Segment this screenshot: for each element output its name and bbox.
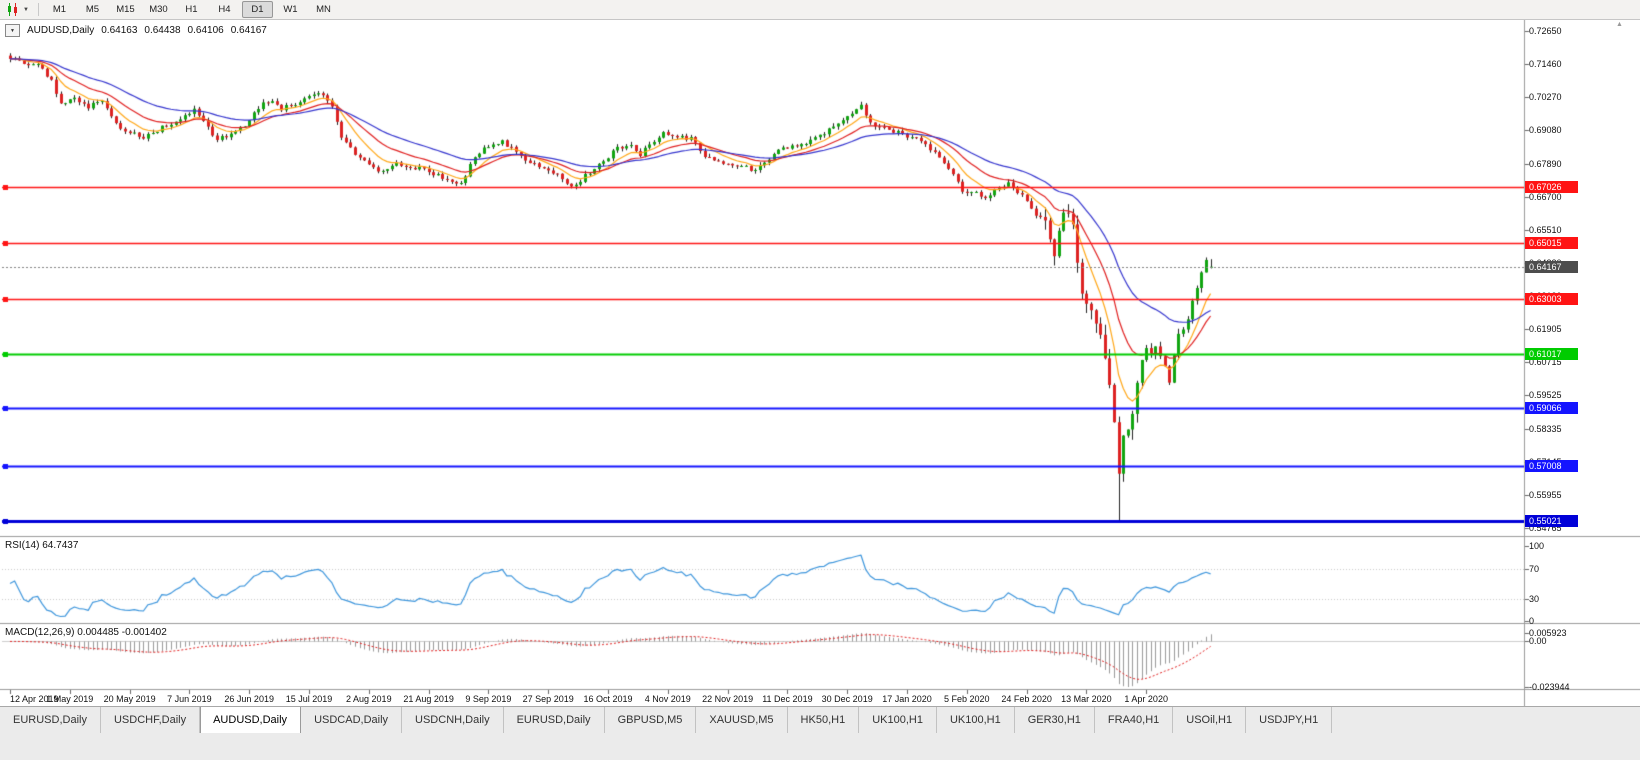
date-axis-label: 24 Feb 2020	[1001, 694, 1052, 704]
chart-tab-uk100-h1[interactable]: UK100,H1	[859, 707, 937, 733]
macd-scale-label: -0.023944	[1529, 682, 1570, 692]
chart-tab-ger30-h1[interactable]: GER30,H1	[1014, 707, 1095, 733]
hline-price-badge: 0.61017	[1525, 348, 1578, 361]
ohlc-low-value: 0.64106	[187, 25, 224, 36]
candlestick-chart-icon[interactable]	[5, 3, 21, 16]
hline-price-badge: 0.65015	[1525, 237, 1578, 250]
chart-tab-usdjpy-h1[interactable]: USDJPY,H1	[1246, 707, 1333, 733]
timeframe-button-m30[interactable]: M30	[149, 4, 168, 15]
ohlc-close-value: 0.64167	[230, 25, 267, 36]
date-axis-label: 7 Jun 2019	[167, 694, 212, 704]
date-axis-label: 22 Nov 2019	[702, 694, 754, 704]
timeframe-button-d1[interactable]: D1	[241, 1, 273, 18]
hline-price-badge: 0.63003	[1525, 293, 1578, 306]
timeframe-toolbar: ▼ M1 M5 M15 M30 H1 H4 D1 W1 MN	[0, 0, 1640, 20]
chart-symbol-label: AUDUSD,Daily	[27, 25, 95, 36]
scale-scroll-up-icon[interactable]: ▲	[1616, 21, 1623, 28]
timeframe-button-m15[interactable]: M15	[116, 4, 135, 15]
price-axis-label: 0.69080	[1529, 125, 1562, 136]
chart-tab-bar: EURUSD,Daily USDCHF,Daily AUDUSD,Daily USDC…	[0, 706, 1640, 733]
price-axis-label: 0.65510	[1529, 224, 1562, 235]
timeframe-button-m1[interactable]: M1	[52, 4, 67, 15]
timeframe-button-h1[interactable]: H1	[185, 4, 198, 15]
chart-tab-usoil-h1[interactable]: USOil,H1	[1173, 707, 1247, 733]
date-axis-label: 4 Nov 2019	[644, 694, 691, 704]
date-axis-label: 13 Mar 2020	[1061, 694, 1112, 704]
price-axis-label: 0.70270	[1529, 92, 1562, 103]
date-axis-label: 11 Dec 2019	[762, 694, 813, 704]
chart-tab-usdchf-daily[interactable]: USDCHF,Daily	[100, 707, 201, 733]
price-axis-label: 0.71460	[1529, 59, 1562, 70]
date-axis-label: 26 Jun 2019	[224, 694, 274, 704]
rsi-indicator-label: RSI(14) 64.7437	[5, 540, 79, 551]
rsi-scale-label: 70	[1529, 563, 1540, 574]
price-axis-label: 0.61905	[1529, 324, 1562, 335]
date-axis-label: 30 Dec 2019	[821, 694, 873, 704]
toolbar-separator	[37, 3, 39, 16]
current-price-badge: 0.64167	[1525, 260, 1578, 273]
price-axis-label: 0.58335	[1529, 423, 1562, 434]
chart-tab-audusd-daily[interactable]: AUDUSD,Daily	[200, 707, 302, 733]
macd-scale-label: 0.00	[1529, 636, 1547, 647]
chart-tab-usdcnh-daily[interactable]: USDCNH,Daily	[402, 707, 504, 733]
chart-type-dropdown-icon[interactable]: ▼	[23, 6, 29, 13]
chart-tab-fra40-h1[interactable]: FRA40,H1	[1094, 707, 1174, 733]
timeframe-button-mn[interactable]: MN	[316, 4, 331, 15]
status-strip	[0, 732, 1640, 760]
date-axis-label: 16 Oct 2019	[583, 694, 633, 704]
price-axis-label: 0.72650	[1529, 26, 1562, 36]
date-axis-label: 17 Jan 2020	[882, 694, 932, 704]
date-axis-label: 15 Jul 2019	[285, 694, 333, 704]
date-axis-label: 1 May 2019	[46, 694, 94, 704]
timeframe-buttons: M1 M5 M15 M30 H1 H4 D1 W1 MN	[43, 0, 340, 19]
hline-price-badge: 0.55021	[1525, 514, 1578, 527]
hline-price-badge: 0.57008	[1525, 459, 1578, 472]
date-axis-label: 1 Apr 2020	[1124, 694, 1168, 704]
macd-indicator-label: MACD(12,26,9) 0.004485 -0.001402	[5, 627, 167, 638]
chart-tab-eurusd-daily[interactable]: EURUSD,Daily	[503, 707, 605, 733]
macd-scale-label: 0.005923	[1529, 628, 1567, 638]
timeframe-button-m5[interactable]: M5	[85, 4, 100, 15]
date-axis-label: 20 May 2019	[103, 694, 156, 704]
timeframe-button-h4[interactable]: H4	[218, 4, 231, 15]
chart-info-line: ▼ AUDUSD,Daily 0.64163 0.64438 0.64106 0…	[5, 24, 267, 37]
date-axis-label: 12 Apr 2019	[10, 694, 59, 704]
rsi-scale-label: 100	[1529, 541, 1545, 551]
ohlc-high-value: 0.64438	[144, 25, 181, 36]
chart-tab-uk100-h1[interactable]: UK100,H1	[936, 707, 1015, 733]
date-axis-label: 5 Feb 2020	[944, 694, 990, 704]
chart-tab-xauusd-m5[interactable]: XAUUSD,M5	[696, 707, 788, 733]
date-axis-label: 21 Aug 2019	[403, 694, 454, 704]
price-axis-label: 0.66700	[1529, 191, 1562, 202]
chart-tab-usdcad-daily[interactable]: USDCAD,Daily	[301, 707, 403, 733]
hline-price-badge: 0.67026	[1525, 181, 1578, 194]
timeframe-button-w1[interactable]: W1	[283, 4, 298, 15]
rsi-scale-label: 30	[1529, 593, 1540, 604]
ohlc-open-value: 0.64163	[101, 25, 138, 36]
date-axis-label: 2 Aug 2019	[346, 694, 392, 704]
hline-price-badge: 0.59066	[1525, 402, 1578, 415]
date-axis-label: 9 Sep 2019	[465, 694, 512, 704]
price-axis-label: 0.59525	[1529, 390, 1562, 401]
price-axis-label: 0.60715	[1529, 357, 1562, 368]
symbol-dropdown-icon[interactable]: ▼	[5, 24, 20, 37]
rsi-scale-label: 0	[1529, 616, 1535, 626]
chart-tab-gbpusd-m5[interactable]: GBPUSD,M5	[604, 707, 697, 733]
chart-tab-eurusd-daily[interactable]: EURUSD,Daily	[0, 707, 101, 733]
price-axis-label: 0.54765	[1529, 522, 1562, 533]
chart-tab-hk50-h1[interactable]: HK50,H1	[787, 707, 860, 733]
price-axis-label: 0.55955	[1529, 489, 1562, 500]
date-axis-label: 27 Sep 2019	[522, 694, 574, 704]
price-axis-label: 0.67890	[1529, 158, 1562, 169]
